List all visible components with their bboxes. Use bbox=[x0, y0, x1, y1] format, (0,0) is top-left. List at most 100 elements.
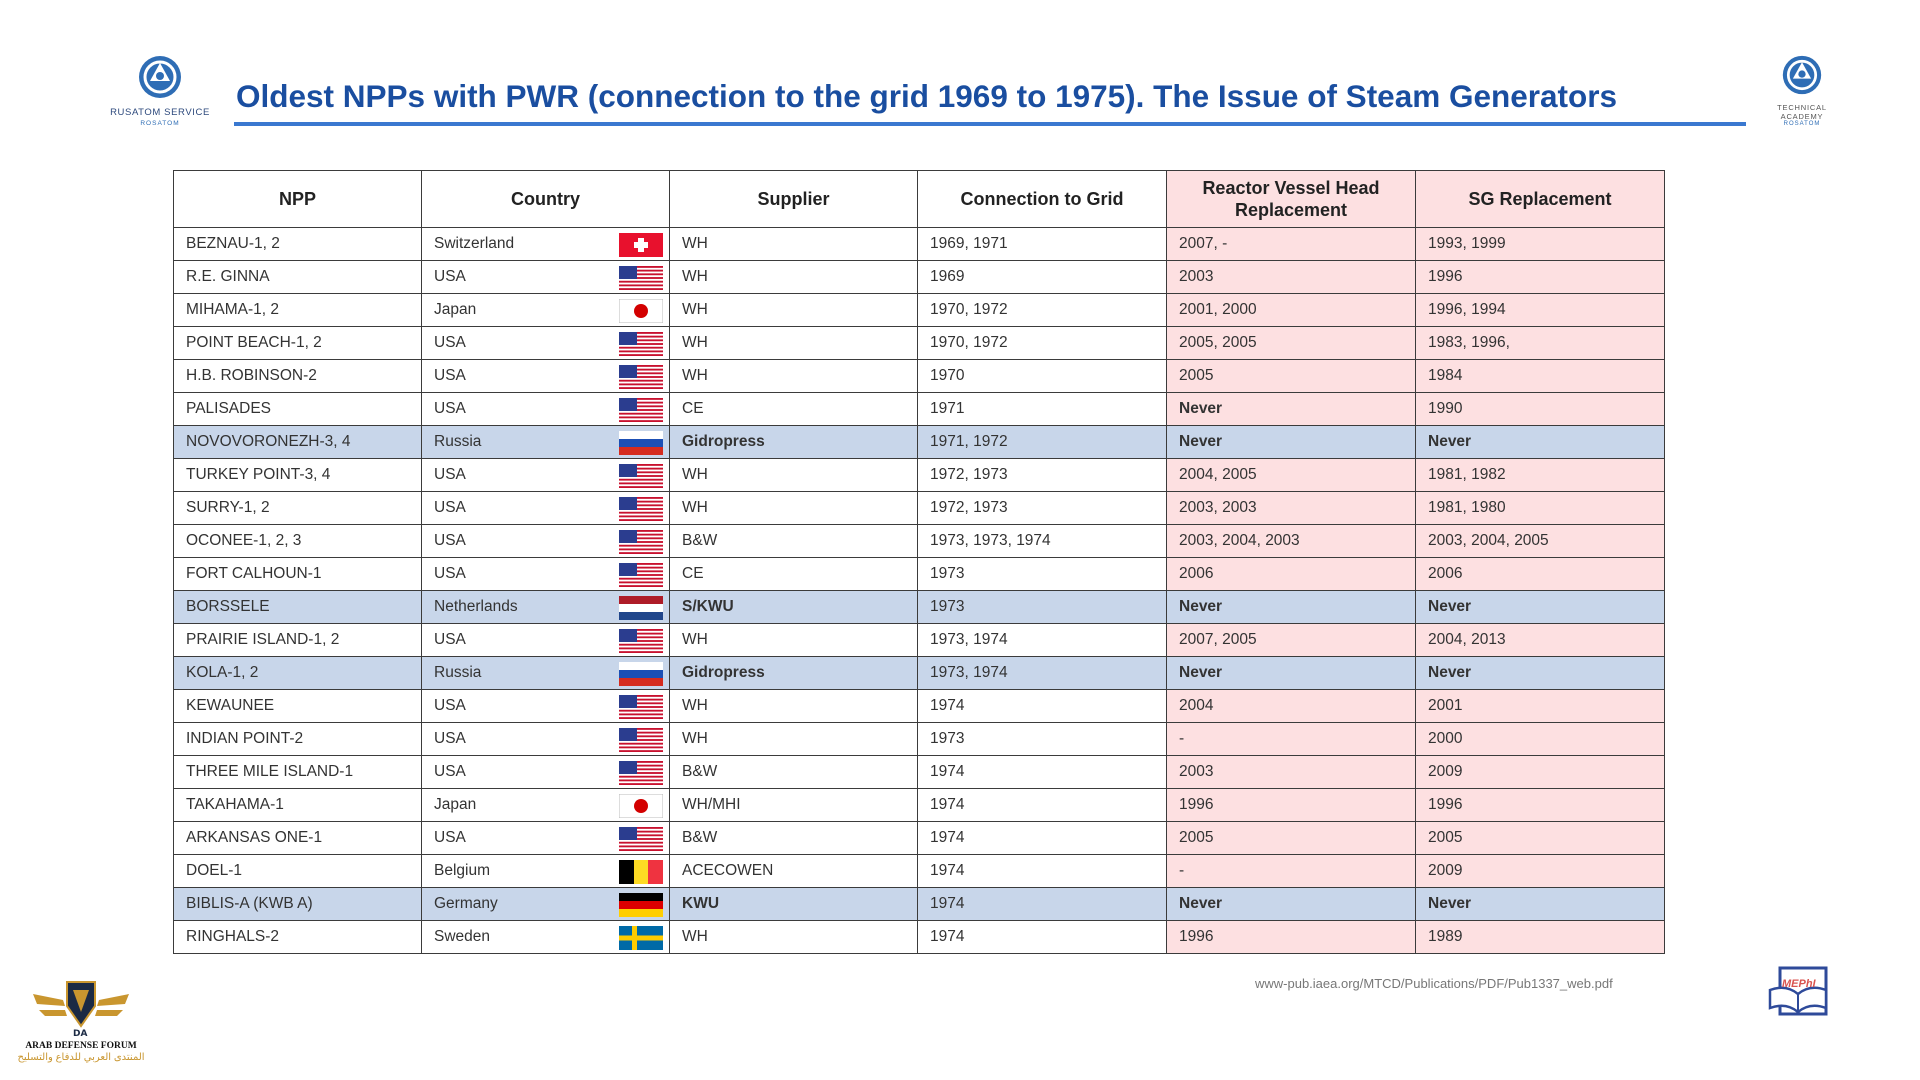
table-row: FORT CALHOUN-1 USA CE 1973 2006 2006 bbox=[173, 557, 1665, 591]
slide-title: Oldest NPPs with PWR (connection to the … bbox=[236, 78, 1618, 114]
cell-connection-to-grid-text: 1973 bbox=[930, 598, 965, 615]
cell-connection-to-grid: 1974 bbox=[917, 689, 1167, 723]
cell-reactor-vessel-head: 1996 bbox=[1166, 920, 1416, 954]
cell-reactor-vessel-head: 2003, 2003 bbox=[1166, 491, 1416, 525]
cell-npp: BORSSELE bbox=[173, 590, 422, 624]
cell-sg-replacement-text: 1989 bbox=[1428, 928, 1463, 945]
cell-supplier-text: S/KWU bbox=[682, 598, 734, 615]
cell-connection-to-grid-text: 1970, 1972 bbox=[930, 334, 1008, 351]
cell-reactor-vessel-head-text: Never bbox=[1179, 664, 1223, 681]
cell-sg-replacement: 2009 bbox=[1415, 755, 1665, 789]
cell-npp-text: POINT BEACH-1, 2 bbox=[186, 334, 322, 351]
cell-supplier: WH bbox=[669, 227, 918, 261]
cell-country-text: USA bbox=[434, 466, 466, 483]
cell-connection-to-grid: 1974 bbox=[917, 887, 1167, 921]
table-row: DOEL-1 Belgium ACECOWEN 1974 - 2009 bbox=[173, 854, 1665, 888]
cell-connection-to-grid-text: 1973 bbox=[930, 565, 965, 582]
table-header-row: NPP Country Supplier Connection to Grid … bbox=[173, 170, 1665, 228]
cell-npp-text: TAKAHAMA-1 bbox=[186, 796, 284, 813]
cell-reactor-vessel-head: 2003, 2004, 2003 bbox=[1166, 524, 1416, 558]
cell-sg-replacement: 1990 bbox=[1415, 392, 1665, 426]
cell-sg-replacement: 1983, 1996, bbox=[1415, 326, 1665, 360]
cell-reactor-vessel-head: 2005, 2005 bbox=[1166, 326, 1416, 360]
cell-sg-replacement: Never bbox=[1415, 887, 1665, 921]
cell-country: USA bbox=[421, 689, 670, 723]
cell-sg-replacement: 2003, 2004, 2005 bbox=[1415, 524, 1665, 558]
cell-supplier: WH bbox=[669, 722, 918, 756]
cell-supplier-text: KWU bbox=[682, 895, 720, 912]
table-row: TAKAHAMA-1 Japan WH/MHI 1974 1996 1996 bbox=[173, 788, 1665, 822]
cell-npp-text: DOEL-1 bbox=[186, 862, 242, 879]
cell-connection-to-grid: 1974 bbox=[917, 854, 1167, 888]
cell-country: USA bbox=[421, 623, 670, 657]
cell-reactor-vessel-head-text: 2005 bbox=[1179, 829, 1214, 846]
cell-connection-to-grid: 1971 bbox=[917, 392, 1167, 426]
table-row: BIBLIS-A (KWB A) Germany KWU 1974 Never Never bbox=[173, 887, 1665, 921]
cell-country-text: USA bbox=[434, 730, 466, 747]
cell-npp: INDIAN POINT-2 bbox=[173, 722, 422, 756]
cell-sg-replacement-text: 1981, 1980 bbox=[1428, 499, 1506, 516]
table-row: SURRY-1, 2 USA WH 1972, 1973 2003, 2003 1981,… bbox=[173, 491, 1665, 525]
cell-reactor-vessel-head-text: 2003, 2004, 2003 bbox=[1179, 532, 1300, 549]
cell-npp: H.B. ROBINSON-2 bbox=[173, 359, 422, 393]
japan-flag-icon bbox=[619, 794, 663, 818]
cell-supplier: KWU bbox=[669, 887, 918, 921]
cell-sg-replacement: 1996 bbox=[1415, 788, 1665, 822]
cell-npp-text: PRAIRIE ISLAND-1, 2 bbox=[186, 631, 340, 648]
cell-country-text: USA bbox=[434, 334, 466, 351]
cell-npp-text: THREE MILE ISLAND-1 bbox=[186, 763, 354, 780]
cell-connection-to-grid: 1970, 1972 bbox=[917, 293, 1167, 327]
cell-supplier-text: CE bbox=[682, 565, 704, 582]
cell-npp-text: MIHAMA-1, 2 bbox=[186, 301, 280, 318]
usa-flag-icon bbox=[619, 497, 663, 521]
cell-sg-replacement-text: 2006 bbox=[1428, 565, 1463, 582]
cell-reactor-vessel-head-text: - bbox=[1179, 862, 1185, 879]
usa-flag-icon bbox=[619, 695, 663, 719]
cell-supplier-text: ACECOWEN bbox=[682, 862, 774, 879]
forum-logo-en: ARAB DEFENSE FORUM bbox=[25, 1041, 137, 1051]
cell-connection-to-grid-text: 1972, 1973 bbox=[930, 499, 1008, 516]
cell-sg-replacement-text: Never bbox=[1428, 433, 1472, 450]
cell-reactor-vessel-head-text: - bbox=[1179, 730, 1185, 747]
cell-country: USA bbox=[421, 326, 670, 360]
cell-npp-text: KOLA-1, 2 bbox=[186, 664, 259, 681]
cell-npp: POINT BEACH-1, 2 bbox=[173, 326, 422, 360]
open-book-icon bbox=[1768, 966, 1828, 1016]
cell-reactor-vessel-head: Never bbox=[1166, 392, 1416, 426]
cell-connection-to-grid: 1973, 1973, 1974 bbox=[917, 524, 1167, 558]
cell-npp-text: PALISADES bbox=[186, 400, 272, 417]
cell-supplier-text: WH bbox=[682, 631, 708, 648]
cell-reactor-vessel-head-text: 2005 bbox=[1179, 367, 1214, 384]
cell-npp: ARKANSAS ONE-1 bbox=[173, 821, 422, 855]
cell-reactor-vessel-head-text: Never bbox=[1179, 598, 1223, 615]
header-reactor-vessel-head-replacement: Reactor Vessel Head Replacement bbox=[1166, 170, 1416, 228]
mephi-book-logo: MEPhI bbox=[1768, 964, 1830, 1018]
cell-country-text: USA bbox=[434, 499, 466, 516]
cell-supplier: WH bbox=[669, 293, 918, 327]
cell-supplier-text: WH bbox=[682, 730, 708, 747]
cell-supplier-text: WH bbox=[682, 697, 708, 714]
cell-supplier: WH bbox=[669, 689, 918, 723]
cell-npp: TURKEY POINT-3, 4 bbox=[173, 458, 422, 492]
cell-country-text: Switzerland bbox=[434, 235, 515, 252]
cell-reactor-vessel-head: - bbox=[1166, 854, 1416, 888]
cell-npp: KOLA-1, 2 bbox=[173, 656, 422, 690]
cell-reactor-vessel-head: 2004 bbox=[1166, 689, 1416, 723]
germany-flag-icon bbox=[619, 893, 663, 917]
cell-npp: PALISADES bbox=[173, 392, 422, 426]
header-npp: NPP bbox=[173, 170, 422, 228]
cell-npp: FORT CALHOUN-1 bbox=[173, 557, 422, 591]
cell-npp: KEWAUNEE bbox=[173, 689, 422, 723]
cell-country: USA bbox=[421, 458, 670, 492]
table-row: KEWAUNEE USA WH 1974 2004 2001 bbox=[173, 689, 1665, 723]
cell-sg-replacement-text: 2009 bbox=[1428, 862, 1463, 879]
cell-npp-text: R.E. GINNA bbox=[186, 268, 270, 285]
cell-connection-to-grid-text: 1973 bbox=[930, 730, 965, 747]
table-row: POINT BEACH-1, 2 USA WH 1970, 1972 2005, 200… bbox=[173, 326, 1665, 360]
cell-sg-replacement: 2000 bbox=[1415, 722, 1665, 756]
table-row: BEZNAU-1, 2 Switzerland WH 1969, 1971 2007, … bbox=[173, 227, 1665, 261]
cell-supplier: WH bbox=[669, 260, 918, 294]
cell-connection-to-grid: 1969, 1971 bbox=[917, 227, 1167, 261]
cell-supplier: WH/MHI bbox=[669, 788, 918, 822]
cell-sg-replacement-text: 2003, 2004, 2005 bbox=[1428, 532, 1549, 549]
